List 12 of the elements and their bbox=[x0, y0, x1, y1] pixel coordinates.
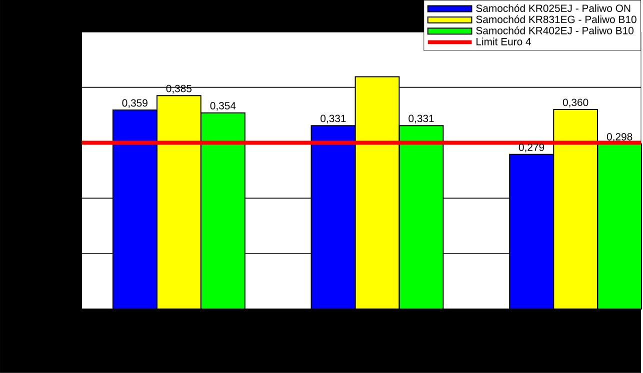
data-label: 0,359 bbox=[122, 99, 148, 108]
data-label: 0,331 bbox=[320, 114, 346, 124]
legend-label: Samochód KR831EG - Paliwo B10 bbox=[476, 15, 636, 24]
data-label: 0,331 bbox=[408, 114, 434, 124]
data-label: 0,360 bbox=[562, 98, 588, 108]
legend-label: Limit Euro 4 bbox=[476, 38, 531, 46]
data-label: 0,298 bbox=[606, 133, 632, 142]
legend-label: Samochód KR025EJ - Paliwo ON bbox=[476, 4, 630, 12]
data-label: 0,385 bbox=[166, 84, 192, 94]
data-label: 0,354 bbox=[210, 102, 236, 111]
legend-label: Samochód KR402EJ - Paliwo B10 bbox=[476, 26, 634, 34]
data-label: 0,279 bbox=[518, 144, 544, 152]
